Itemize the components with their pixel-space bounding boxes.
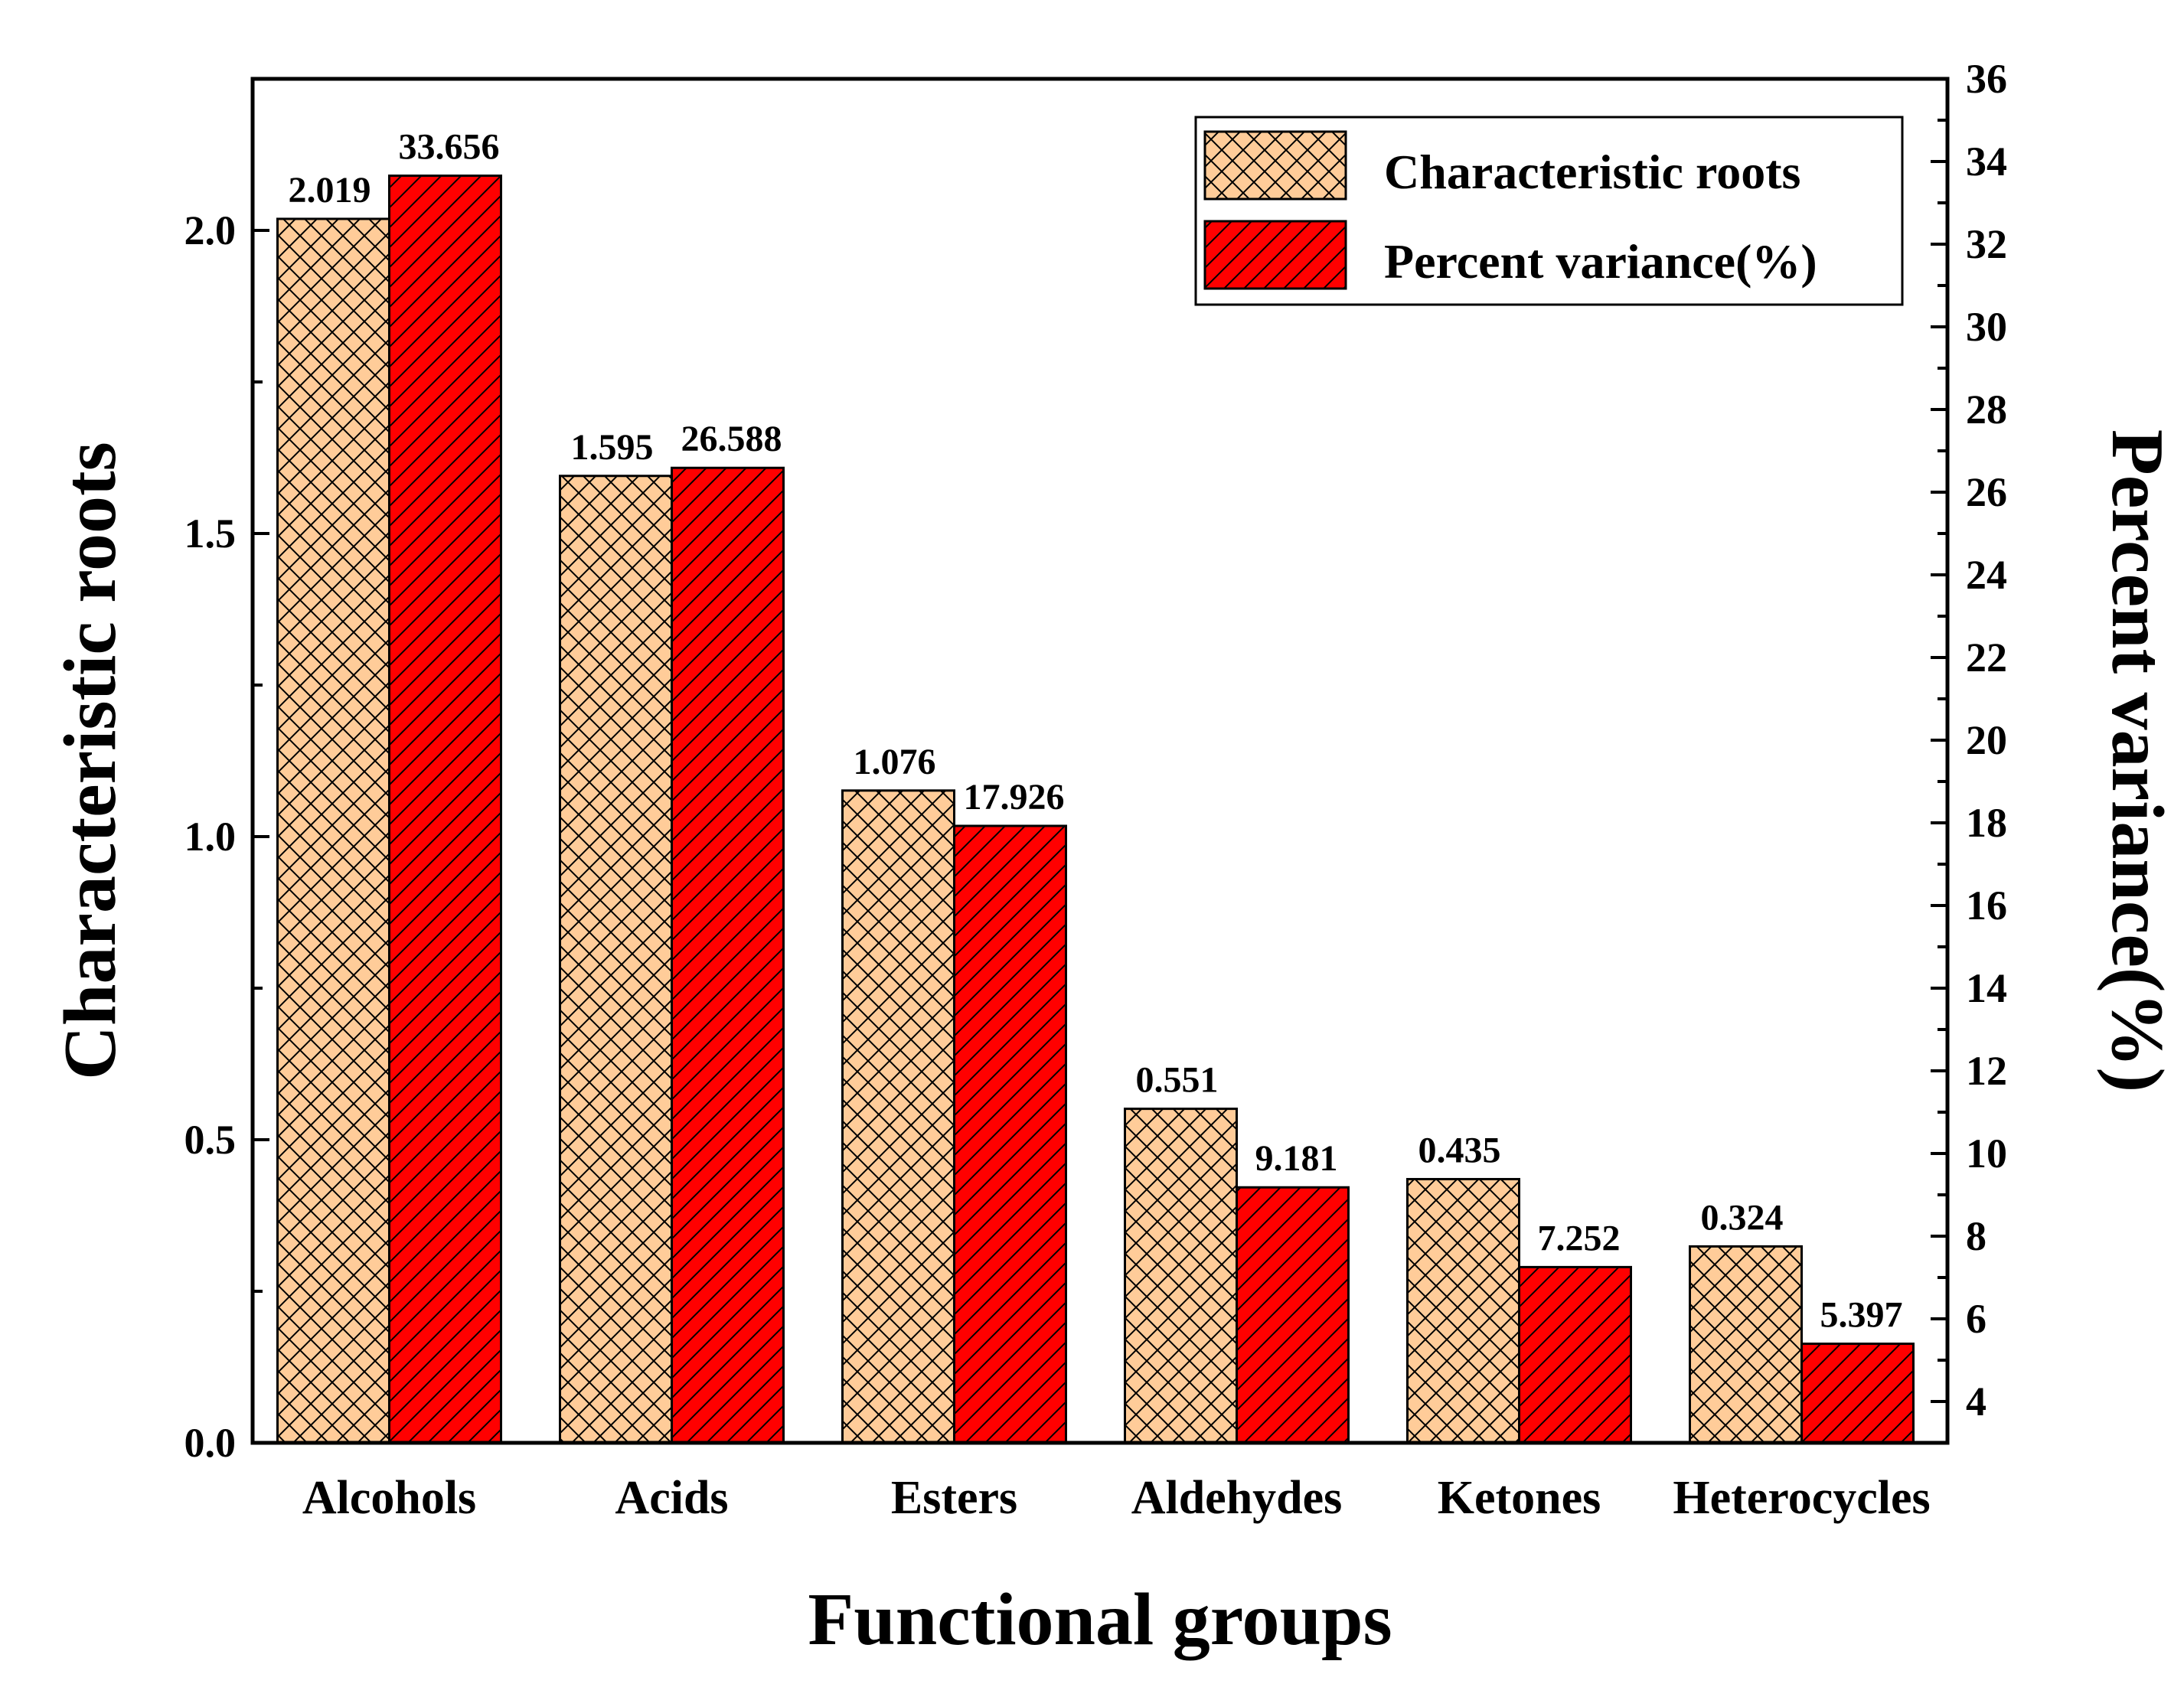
y2-tick-label: 34 [1966,139,2007,184]
plot-frame [250,77,1950,1445]
y2-tick-label: 12 [1966,1048,2007,1094]
y2-tick-label: 20 [1966,717,2007,763]
data-label-characteristic-roots-ketones: 0.435 [1418,1130,1501,1170]
bar-percent-variance-esters [953,824,1067,1444]
bar-characteristic-roots-esters [841,789,955,1444]
x-axis-title: Functional groups [808,1578,1392,1661]
data-label-characteristic-roots-acids: 1.595 [571,427,654,468]
bar-percent-variance-acids [671,466,785,1444]
bars-layer [276,175,1915,1444]
right-y-axis: 4 6 8 10 12 14 16 18 20 22 24 26 28 30 32 34 36 [1931,56,2007,1444]
x-tick-label-ketones: Ketones [1438,1472,1601,1524]
legend-swatch-percent-variance [1203,220,1347,290]
bar-characteristic-roots-acids [559,475,673,1444]
y-tick-label: 1.5 [184,511,237,556]
y-tick-label: 0.5 [184,1117,237,1163]
data-label-percent-variance-heterocycles: 5.397 [1820,1295,1903,1336]
legend-label-characteristic-roots: Characteristic roots [1384,145,1800,199]
y-axis-title: Characteristic roots [49,442,132,1080]
bar-percent-variance-alcohols [388,175,502,1444]
bar-percent-variance-heterocycles [1800,1343,1915,1444]
y2-tick-label: 16 [1966,883,2007,928]
data-label-percent-variance-aldehydes: 9.181 [1255,1138,1338,1179]
legend-swatch-characteristic-roots [1203,130,1347,201]
data-label-characteristic-roots-heterocycles: 0.324 [1701,1197,1784,1238]
x-axis: Alcohols Acids Esters Aldehydes Ketones Heter… [302,1472,1931,1524]
y2-tick-label: 18 [1966,800,2007,846]
x-tick-label-heterocycles: Heterocycles [1673,1472,1930,1524]
y2-tick-label: 8 [1966,1213,1986,1259]
bar-characteristic-roots-heterocycles [1689,1245,1803,1444]
y2-tick-label: 4 [1966,1379,1986,1424]
y2-tick-label: 10 [1966,1131,2007,1176]
data-label-percent-variance-esters: 17.926 [964,777,1065,817]
y-tick-label: 1.0 [184,814,237,860]
data-labels-layer: 2.019 33.656 1.595 26.588 1.076 17.926 0.551 9.… [289,127,1903,1336]
bar-characteristic-roots-alcohols [276,217,390,1444]
y-tick-label: 0.0 [184,1420,237,1466]
bar-percent-variance-aldehydes [1236,1186,1350,1444]
y2-axis-title: Percent variance(%) [2096,429,2179,1092]
x-tick-label-alcohols: Alcohols [302,1472,476,1524]
y2-tick-label: 32 [1966,221,2007,267]
y2-tick-label: 26 [1966,469,2007,515]
legend-label-percent-variance: Percent variance(%) [1384,234,1817,289]
bar-characteristic-roots-aldehydes [1124,1108,1238,1444]
y2-tick-label: 14 [1966,965,2007,1011]
data-label-percent-variance-alcohols: 33.656 [399,127,500,168]
bar-percent-variance-ketones [1518,1265,1632,1444]
data-label-percent-variance-acids: 26.588 [681,419,782,459]
left-y-axis: 0.0 0.5 1.0 1.5 2.0 [184,77,269,1466]
y2-tick-label: 36 [1966,56,2007,102]
x-tick-label-acids: Acids [615,1472,728,1524]
x-tick-label-esters: Esters [891,1472,1017,1524]
data-label-characteristic-roots-alcohols: 2.019 [289,170,371,210]
y-tick-label: 2.0 [184,207,237,253]
data-label-characteristic-roots-esters: 1.076 [854,742,936,782]
y2-tick-label: 24 [1966,552,2007,598]
y2-tick-label: 30 [1966,304,2007,350]
bar-characteristic-roots-ketones [1406,1177,1520,1444]
y2-tick-label: 22 [1966,635,2007,680]
data-label-characteristic-roots-aldehydes: 0.551 [1136,1060,1219,1101]
legend: Characteristic roots Percent variance(%) [1194,116,1904,306]
x-tick-label-aldehydes: Aldehydes [1131,1472,1343,1524]
data-label-percent-variance-ketones: 7.252 [1538,1218,1621,1258]
y2-tick-label: 28 [1966,387,2007,432]
y2-tick-label: 6 [1966,1296,1986,1342]
